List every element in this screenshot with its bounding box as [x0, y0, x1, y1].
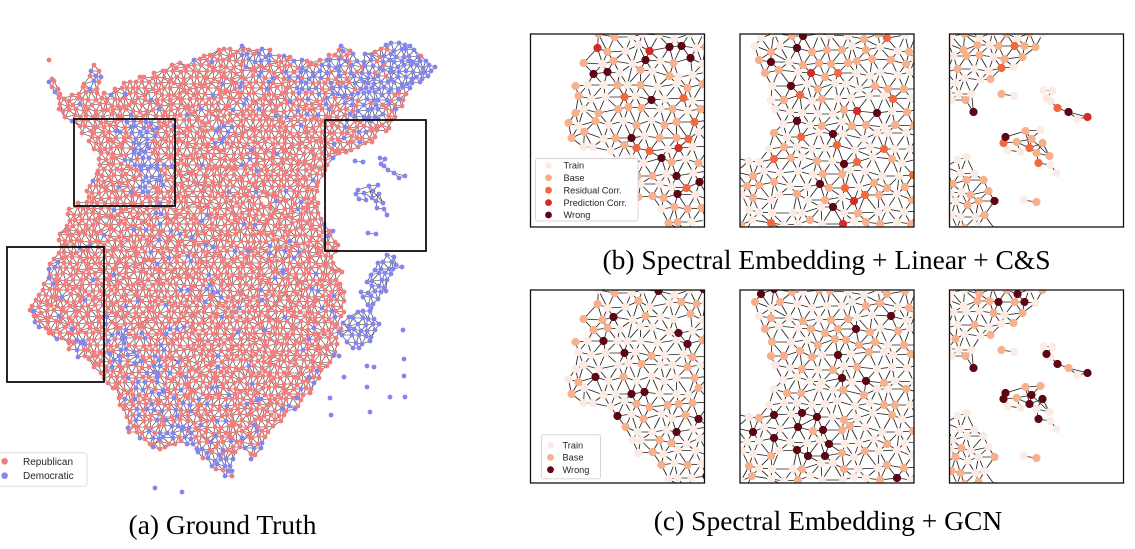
svg-text:Republican: Republican: [23, 457, 73, 468]
svg-text:(c) Spectral Embedding + GCN: (c) Spectral Embedding + GCN: [654, 505, 1003, 536]
svg-text:(b) Spectral Embedding + Linea: (b) Spectral Embedding + Linear + C&S: [602, 244, 1050, 275]
svg-text:Train: Train: [563, 440, 584, 450]
svg-text:Residual Corr.: Residual Corr.: [564, 185, 622, 195]
svg-text:Wrong: Wrong: [564, 210, 591, 220]
svg-text:Wrong: Wrong: [563, 465, 590, 475]
svg-text:Train: Train: [564, 161, 585, 171]
svg-text:Prediction Corr.: Prediction Corr.: [564, 198, 627, 208]
svg-text:Base: Base: [564, 173, 585, 183]
svg-text:(a) Ground Truth: (a) Ground Truth: [129, 509, 317, 540]
svg-text:Democratic: Democratic: [23, 471, 74, 482]
svg-text:Base: Base: [563, 453, 584, 463]
